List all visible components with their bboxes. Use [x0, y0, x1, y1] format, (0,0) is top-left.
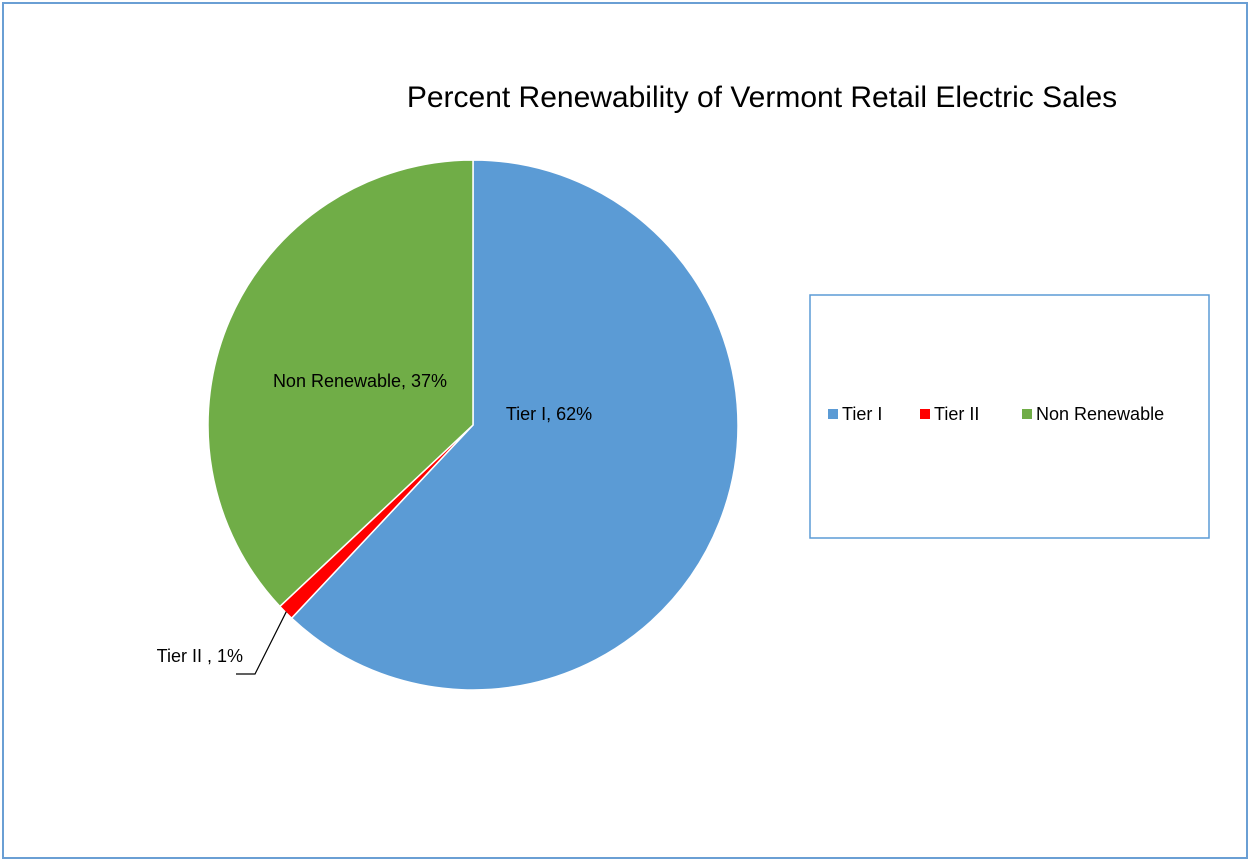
legend-swatch-tier-i	[828, 409, 838, 419]
chart-title: Percent Renewability of Vermont Retail E…	[407, 81, 1117, 114]
legend-label-non-renewable: Non Renewable	[1036, 404, 1164, 424]
data-label-tier-i: Tier I, 62%	[506, 404, 592, 424]
data-labels: Tier I, 62% Tier II , 1% Non Renewable, 37…	[157, 371, 593, 666]
data-label-tier-ii: Tier II , 1%	[157, 646, 243, 666]
pie-slices	[207, 159, 739, 691]
leader-line-tier-ii	[236, 611, 287, 675]
leader-lines	[236, 611, 287, 675]
legend-swatch-tier-ii	[920, 409, 930, 419]
legend: Tier I Tier II Non Renewable	[809, 294, 1210, 539]
legend-label-tier-ii: Tier II	[934, 404, 979, 424]
legend-label-tier-i: Tier I	[842, 404, 882, 424]
data-label-non-renewable: Non Renewable, 37%	[273, 371, 447, 391]
pie-slice-non-renewable	[207, 159, 474, 608]
legend-swatch-non-renewable	[1022, 409, 1032, 419]
legend-box	[809, 294, 1210, 539]
legend-items: Tier I Tier II Non Renewable	[828, 404, 1164, 424]
pie-slice-tier-i	[290, 159, 739, 691]
